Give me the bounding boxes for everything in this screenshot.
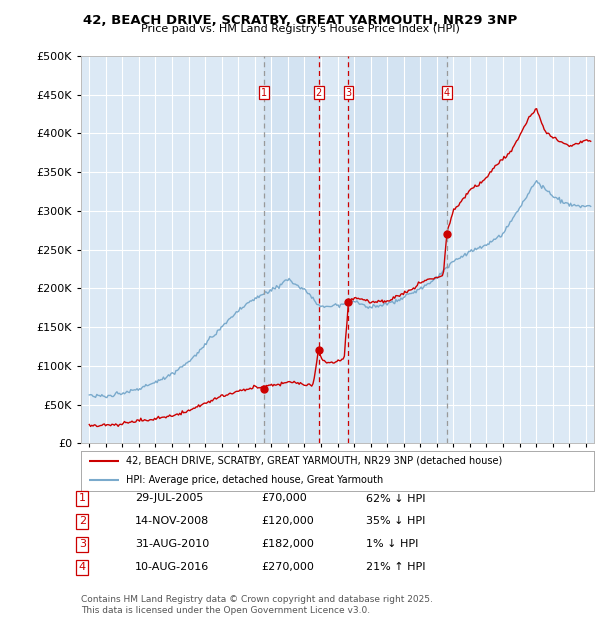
Text: £70,000: £70,000 <box>261 494 307 503</box>
Text: 42, BEACH DRIVE, SCRATBY, GREAT YARMOUTH, NR29 3NP (detached house): 42, BEACH DRIVE, SCRATBY, GREAT YARMOUTH… <box>126 456 502 466</box>
Bar <box>349 56 447 443</box>
Text: 3: 3 <box>79 539 86 549</box>
Text: 21% ↑ HPI: 21% ↑ HPI <box>366 562 425 572</box>
Text: 3: 3 <box>346 87 352 97</box>
Text: 42, BEACH DRIVE, SCRATBY, GREAT YARMOUTH, NR29 3NP: 42, BEACH DRIVE, SCRATBY, GREAT YARMOUTH… <box>83 14 517 27</box>
Text: 29-JUL-2005: 29-JUL-2005 <box>135 494 203 503</box>
Text: HPI: Average price, detached house, Great Yarmouth: HPI: Average price, detached house, Grea… <box>126 475 383 485</box>
Text: 31-AUG-2010: 31-AUG-2010 <box>135 539 209 549</box>
Text: 2: 2 <box>316 87 322 97</box>
Text: £182,000: £182,000 <box>261 539 314 549</box>
Text: 62% ↓ HPI: 62% ↓ HPI <box>366 494 425 503</box>
Text: 1: 1 <box>261 87 268 97</box>
Text: 14-NOV-2008: 14-NOV-2008 <box>135 516 209 526</box>
Text: £120,000: £120,000 <box>261 516 314 526</box>
Text: 4: 4 <box>444 87 450 97</box>
Bar <box>264 56 319 443</box>
Text: Contains HM Land Registry data © Crown copyright and database right 2025.
This d: Contains HM Land Registry data © Crown c… <box>81 595 433 614</box>
Text: Price paid vs. HM Land Registry's House Price Index (HPI): Price paid vs. HM Land Registry's House … <box>140 24 460 34</box>
Text: 35% ↓ HPI: 35% ↓ HPI <box>366 516 425 526</box>
Text: 1: 1 <box>79 494 86 503</box>
Text: 1% ↓ HPI: 1% ↓ HPI <box>366 539 418 549</box>
Text: £270,000: £270,000 <box>261 562 314 572</box>
Text: 10-AUG-2016: 10-AUG-2016 <box>135 562 209 572</box>
Text: 2: 2 <box>79 516 86 526</box>
Text: 4: 4 <box>79 562 86 572</box>
